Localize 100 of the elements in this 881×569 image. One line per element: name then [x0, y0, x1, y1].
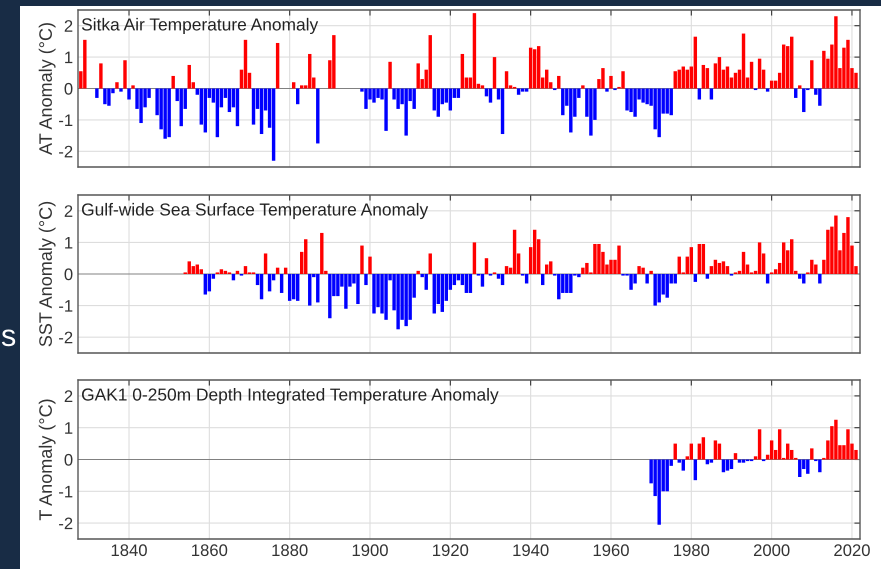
x-tick-label: 1840 — [112, 544, 147, 556]
bar — [440, 274, 444, 312]
bar — [810, 60, 814, 88]
bar — [718, 444, 722, 460]
bar — [549, 261, 552, 274]
bar — [810, 260, 814, 274]
x-tick-label: 2000 — [754, 544, 790, 556]
bar — [524, 88, 528, 92]
bar — [107, 88, 111, 106]
bar — [577, 274, 581, 278]
bar — [284, 268, 288, 274]
bar — [593, 244, 597, 274]
bar — [557, 76, 560, 88]
bar — [722, 261, 726, 274]
bar — [196, 264, 199, 274]
bar — [561, 88, 564, 116]
bar — [236, 88, 240, 126]
bar — [308, 54, 312, 88]
chart-title: GAK1 0-250m Depth Integrated Temperature Anomaly — [82, 388, 499, 404]
bar — [657, 88, 661, 138]
bar — [694, 36, 698, 88]
bar — [320, 232, 324, 274]
bar — [641, 268, 645, 274]
bar — [846, 40, 850, 88]
x-tick-label: 2020 — [834, 544, 870, 556]
bar — [649, 270, 653, 274]
bar — [581, 85, 585, 88]
bar — [524, 274, 528, 284]
bar — [569, 274, 573, 293]
bar — [308, 274, 312, 306]
y-axis-title: SST Anomaly (°C) — [38, 202, 56, 346]
bar — [633, 88, 637, 117]
bar — [464, 274, 468, 293]
bar — [653, 274, 657, 306]
bar — [115, 82, 119, 88]
bar — [790, 36, 794, 88]
bar — [436, 88, 440, 117]
bar — [204, 274, 208, 295]
bar — [384, 88, 388, 131]
bar — [432, 274, 436, 314]
bar — [702, 244, 706, 274]
bar — [532, 230, 536, 274]
bar — [670, 88, 673, 116]
bar — [666, 460, 669, 492]
y-tick-label: 2 — [64, 20, 72, 32]
y-tick-label: 0 — [64, 268, 72, 280]
bar — [810, 448, 814, 460]
bar — [163, 88, 167, 139]
bar — [718, 262, 722, 274]
bar — [504, 71, 508, 88]
y-axis-title: T Anomaly (°C) — [38, 399, 56, 520]
bar — [766, 274, 770, 284]
bar — [404, 88, 408, 136]
bar — [589, 88, 593, 136]
bar — [316, 274, 320, 302]
bar — [236, 270, 240, 274]
bar — [260, 274, 264, 300]
bar — [778, 429, 782, 460]
bar — [468, 274, 472, 293]
bar — [472, 13, 476, 88]
bar — [480, 85, 484, 88]
x-tick-label: 1940 — [513, 544, 549, 556]
bar — [750, 62, 754, 88]
bar — [95, 88, 99, 98]
bar — [770, 440, 774, 460]
bar — [460, 54, 464, 88]
bar — [536, 46, 540, 88]
bar — [288, 274, 292, 301]
y-tick-label: 1 — [65, 236, 72, 248]
bar — [690, 247, 694, 274]
y-tick-label: -2 — [59, 518, 72, 530]
bar — [710, 88, 714, 100]
bar — [802, 274, 806, 284]
bar — [204, 88, 208, 132]
bar — [224, 270, 228, 274]
y-tick-label: -1 — [59, 300, 72, 312]
bar — [706, 460, 710, 464]
bar — [758, 58, 762, 88]
bar — [428, 35, 432, 88]
bar — [641, 88, 645, 103]
bar — [846, 217, 850, 274]
bar — [678, 70, 681, 88]
bar — [276, 42, 280, 88]
bar — [714, 260, 718, 274]
bar — [260, 88, 264, 134]
bar — [834, 420, 838, 460]
bar — [694, 460, 698, 480]
bar — [512, 230, 516, 274]
bar — [528, 48, 532, 88]
bar — [557, 274, 560, 300]
y-tick-label: -2 — [59, 146, 72, 158]
bar — [480, 274, 484, 287]
bar — [782, 242, 786, 274]
bar — [798, 85, 802, 88]
bar — [794, 88, 798, 98]
bar — [645, 88, 649, 104]
bar — [384, 274, 388, 320]
bar — [834, 216, 838, 274]
bar — [818, 88, 822, 106]
x-tick-label: 1880 — [272, 544, 308, 556]
